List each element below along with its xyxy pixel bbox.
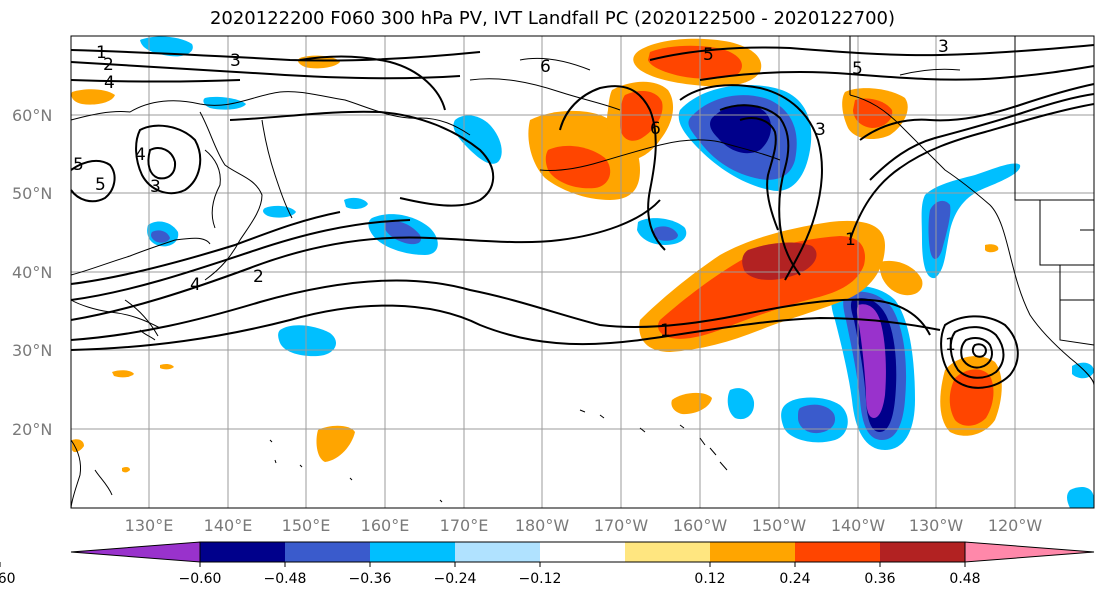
map-title: 2020122200 F060 300 hPa PV, IVT Landfall… <box>209 8 896 29</box>
colorbar-tick-label: 0.48 <box>949 571 980 587</box>
shading-layer <box>71 36 1094 508</box>
lon-label: 170°E <box>440 516 489 535</box>
contour-label: 5 <box>73 155 84 175</box>
lat-label: 40°N <box>12 263 52 282</box>
colorbar-cell <box>795 542 880 562</box>
lon-label: 160°E <box>361 516 410 535</box>
contour-label: 3 <box>815 120 826 140</box>
contour-label: 1 <box>945 335 956 355</box>
colorbar-cell <box>880 542 965 562</box>
lat-label: 20°N <box>12 420 52 439</box>
contour-label: 3 <box>938 37 949 57</box>
lon-label: 160°W <box>673 516 728 535</box>
colorbar-border <box>199 541 966 563</box>
contour-labels: 1 2 4 3 6 5 5 3 3 4 2 4 1 1 6 5 3 5 1 <box>73 37 956 355</box>
colorbar-tick-label: 0.60 <box>0 571 16 587</box>
longitude-labels: 130°E 140°E 150°E 160°E 170°E 180°W 170°… <box>125 516 1043 535</box>
contour-label: 1 <box>845 230 856 250</box>
latitude-labels: 60°N 50°N 40°N 30°N 20°N <box>12 106 52 439</box>
colorbar-extend-low <box>70 541 201 563</box>
colorbar-extend-high <box>964 541 1095 563</box>
colorbar-tick-label: −0.24 <box>434 571 477 587</box>
colorbar-tick-label: −0.12 <box>519 571 562 587</box>
colorbar-cell <box>370 542 455 562</box>
lon-label: 150°W <box>752 516 807 535</box>
contour-label: 4 <box>190 275 201 295</box>
contour-label: 1 <box>96 43 107 63</box>
colorbar-tick-label: −0.48 <box>264 571 307 587</box>
lon-label: 150°E <box>282 516 331 535</box>
contour-label: 5 <box>703 45 714 65</box>
colorbar-tick-label: 0.24 <box>779 571 810 587</box>
colorbar-cell <box>200 542 285 562</box>
lon-label: 140°E <box>204 516 253 535</box>
colorbar-ticks <box>0 562 966 567</box>
colorbar-tick-label: −0.36 <box>349 571 392 587</box>
lon-label: 130°W <box>909 516 964 535</box>
colorbar-tick-label: 0.36 <box>864 571 895 587</box>
colorbar-cell <box>540 542 625 562</box>
colorbar-cells <box>70 541 1095 563</box>
contour-label: 3 <box>230 51 241 71</box>
contour-label: 4 <box>135 145 146 165</box>
contour-label: 6 <box>650 119 661 139</box>
lat-label: 50°N <box>12 184 52 203</box>
lat-label: 30°N <box>12 341 52 360</box>
lon-label: 120°W <box>988 516 1043 535</box>
contour-label: 4 <box>104 73 115 93</box>
colorbar-cell <box>625 542 710 562</box>
contour-label: 6 <box>540 57 551 77</box>
contour-lines <box>70 44 1095 389</box>
map-frame <box>70 35 1095 509</box>
contour-label: 5 <box>852 59 863 79</box>
coastlines <box>70 36 1095 509</box>
contour-label: 3 <box>150 177 161 197</box>
positive-anomaly-shading <box>71 38 1002 473</box>
colorbar-tick-label: 0.12 <box>694 571 725 587</box>
colorbar-cell <box>455 542 540 562</box>
lon-label: 130°E <box>125 516 174 535</box>
lon-label: 140°W <box>831 516 886 535</box>
colorbar-tick-label: −0.60 <box>179 571 222 587</box>
contour-label: 2 <box>103 55 114 75</box>
colorbar-cell <box>285 542 370 562</box>
colorbar-tick-labels: −0.60 −0.48 −0.36 −0.24 −0.12 0.12 0.24 0.36 0.4… <box>0 571 981 587</box>
colorbar-cell <box>710 542 795 562</box>
colorbar: −0.60 −0.48 −0.36 −0.24 −0.12 0.12 0.24 0.36 0.4… <box>0 541 1095 587</box>
lon-label: 170°W <box>594 516 649 535</box>
contour-label: 2 <box>253 267 264 287</box>
lat-label: 60°N <box>12 106 52 125</box>
contour-label: 5 <box>95 175 106 195</box>
lon-label: 180°W <box>515 516 570 535</box>
negative-anomaly-shading <box>140 36 1094 508</box>
contour-label: 1 <box>660 321 671 341</box>
